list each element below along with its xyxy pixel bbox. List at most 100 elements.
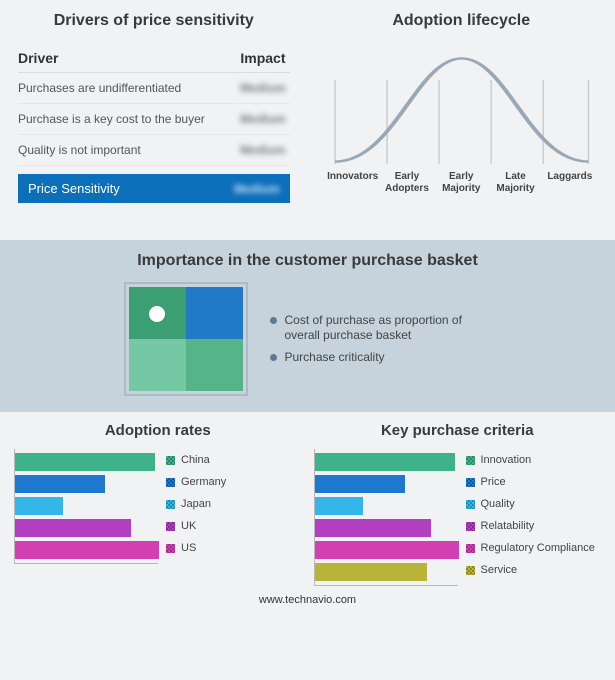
bar: [15, 497, 63, 515]
importance-panel: Importance in the customer purchase bask…: [0, 240, 615, 412]
bullet-icon: [270, 317, 277, 324]
lifecycle-panel: Adoption lifecycle Innovators Early Adop…: [308, 0, 615, 240]
legend-text: Regulatory Compliance: [481, 542, 595, 554]
bottom-row: Adoption rates China Germany Japan UK US Key…: [0, 412, 615, 586]
legend-item: US: [166, 537, 302, 559]
swatch-icon: [466, 544, 475, 553]
bar: [15, 519, 131, 537]
lifecycle-curve: [335, 58, 588, 161]
legend-item: Cost of purchase as proportion of overal…: [270, 313, 490, 344]
legend-text: Germany: [181, 476, 226, 488]
lifecycle-label: Innovators: [326, 171, 380, 194]
legend-text: Purchase criticality: [285, 350, 385, 366]
driver-impact: Medium: [240, 81, 285, 95]
swatch-icon: [466, 456, 475, 465]
driver-impact: Medium: [240, 143, 285, 157]
legend-text: Price: [481, 476, 506, 488]
swatch-icon: [166, 522, 175, 531]
table-row: Quality is not important Medium: [18, 135, 290, 166]
importance-marker: [149, 306, 165, 322]
swatch-icon: [466, 522, 475, 531]
legend-item: UK: [166, 515, 302, 537]
legend-text: Japan: [181, 498, 211, 510]
legend-item: Relatability: [466, 515, 602, 537]
legend-text: China: [181, 454, 210, 466]
legend-item: Service: [466, 559, 602, 581]
drivers-panel: Drivers of price sensitivity Driver Impa…: [0, 0, 308, 240]
quad-tr: [186, 287, 243, 339]
adoption-rates-bars: [14, 449, 158, 564]
driver-label: Quality is not important: [18, 143, 141, 157]
legend-item: China: [166, 449, 302, 471]
summary-label: Price Sensitivity: [28, 181, 120, 196]
swatch-icon: [466, 500, 475, 509]
purchase-criteria-panel: Key purchase criteria Innovation Price Qua…: [308, 422, 608, 586]
quad-bl: [129, 339, 186, 391]
drivers-summary: Price Sensitivity Medium: [18, 174, 290, 203]
swatch-icon: [466, 566, 475, 575]
bar: [15, 475, 105, 493]
driver-label: Purchases are undifferentiated: [18, 81, 181, 95]
legend-text: Innovation: [481, 454, 532, 466]
swatch-icon: [166, 544, 175, 553]
adoption-rates-chart: China Germany Japan UK US: [14, 449, 302, 564]
purchase-criteria-chart: Innovation Price Quality Relatability Regula…: [314, 449, 602, 586]
legend-item: Germany: [166, 471, 302, 493]
legend-item: Innovation: [466, 449, 602, 471]
importance-title: Importance in the customer purchase bask…: [18, 252, 597, 270]
legend-item: Regulatory Compliance: [466, 537, 602, 559]
lifecycle-label: Early Adopters: [380, 171, 434, 194]
lifecycle-label: Early Majority: [434, 171, 488, 194]
importance-quadrant: [126, 284, 246, 394]
legend-item: Japan: [166, 493, 302, 515]
driver-label: Purchase is a key cost to the buyer: [18, 112, 205, 126]
drivers-table-header: Driver Impact: [18, 44, 290, 73]
bar: [15, 541, 159, 559]
drivers-col-impact: Impact: [240, 50, 285, 66]
bar: [315, 541, 459, 559]
purchase-criteria-bars: [314, 449, 458, 586]
purchase-criteria-title: Key purchase criteria: [314, 422, 602, 439]
legend-text: UK: [181, 520, 196, 532]
bar: [315, 563, 427, 581]
swatch-icon: [166, 500, 175, 509]
bar: [15, 453, 155, 471]
purchase-criteria-legend: Innovation Price Quality Relatability Regula…: [466, 449, 602, 586]
lifecycle-labels: Innovators Early Adopters Early Majority…: [326, 171, 598, 194]
adoption-rates-title: Adoption rates: [14, 422, 302, 439]
lifecycle-title: Adoption lifecycle: [326, 12, 598, 30]
legend-item: Purchase criticality: [270, 350, 490, 366]
table-row: Purchase is a key cost to the buyer Medi…: [18, 104, 290, 135]
bar: [315, 497, 363, 515]
bar: [315, 453, 455, 471]
legend-text: Service: [481, 564, 518, 576]
legend-text: Quality: [481, 498, 515, 510]
bar: [315, 519, 431, 537]
lifecycle-label: Late Majority: [488, 171, 542, 194]
importance-inner: Cost of purchase as proportion of overal…: [18, 284, 597, 394]
drivers-col-driver: Driver: [18, 50, 58, 66]
table-row: Purchases are undifferentiated Medium: [18, 73, 290, 104]
lifecycle-label: Laggards: [543, 171, 597, 194]
swatch-icon: [166, 456, 175, 465]
footer-source: www.technavio.com: [0, 586, 615, 606]
legend-item: Price: [466, 471, 602, 493]
swatch-icon: [166, 478, 175, 487]
bar: [315, 475, 405, 493]
summary-value: Medium: [234, 182, 279, 196]
lifecycle-chart: Innovators Early Adopters Early Majority…: [326, 44, 598, 194]
legend-item: Quality: [466, 493, 602, 515]
adoption-rates-panel: Adoption rates China Germany Japan UK US: [8, 422, 308, 586]
legend-text: Relatability: [481, 520, 535, 532]
lifecycle-svg: [326, 44, 598, 164]
top-row: Drivers of price sensitivity Driver Impa…: [0, 0, 615, 240]
swatch-icon: [466, 478, 475, 487]
drivers-title: Drivers of price sensitivity: [18, 12, 290, 30]
quad-br: [186, 339, 243, 391]
legend-text: US: [181, 542, 196, 554]
importance-legend: Cost of purchase as proportion of overal…: [270, 307, 490, 372]
legend-text: Cost of purchase as proportion of overal…: [285, 313, 490, 344]
bullet-icon: [270, 354, 277, 361]
adoption-rates-legend: China Germany Japan UK US: [166, 449, 302, 564]
driver-impact: Medium: [240, 112, 285, 126]
